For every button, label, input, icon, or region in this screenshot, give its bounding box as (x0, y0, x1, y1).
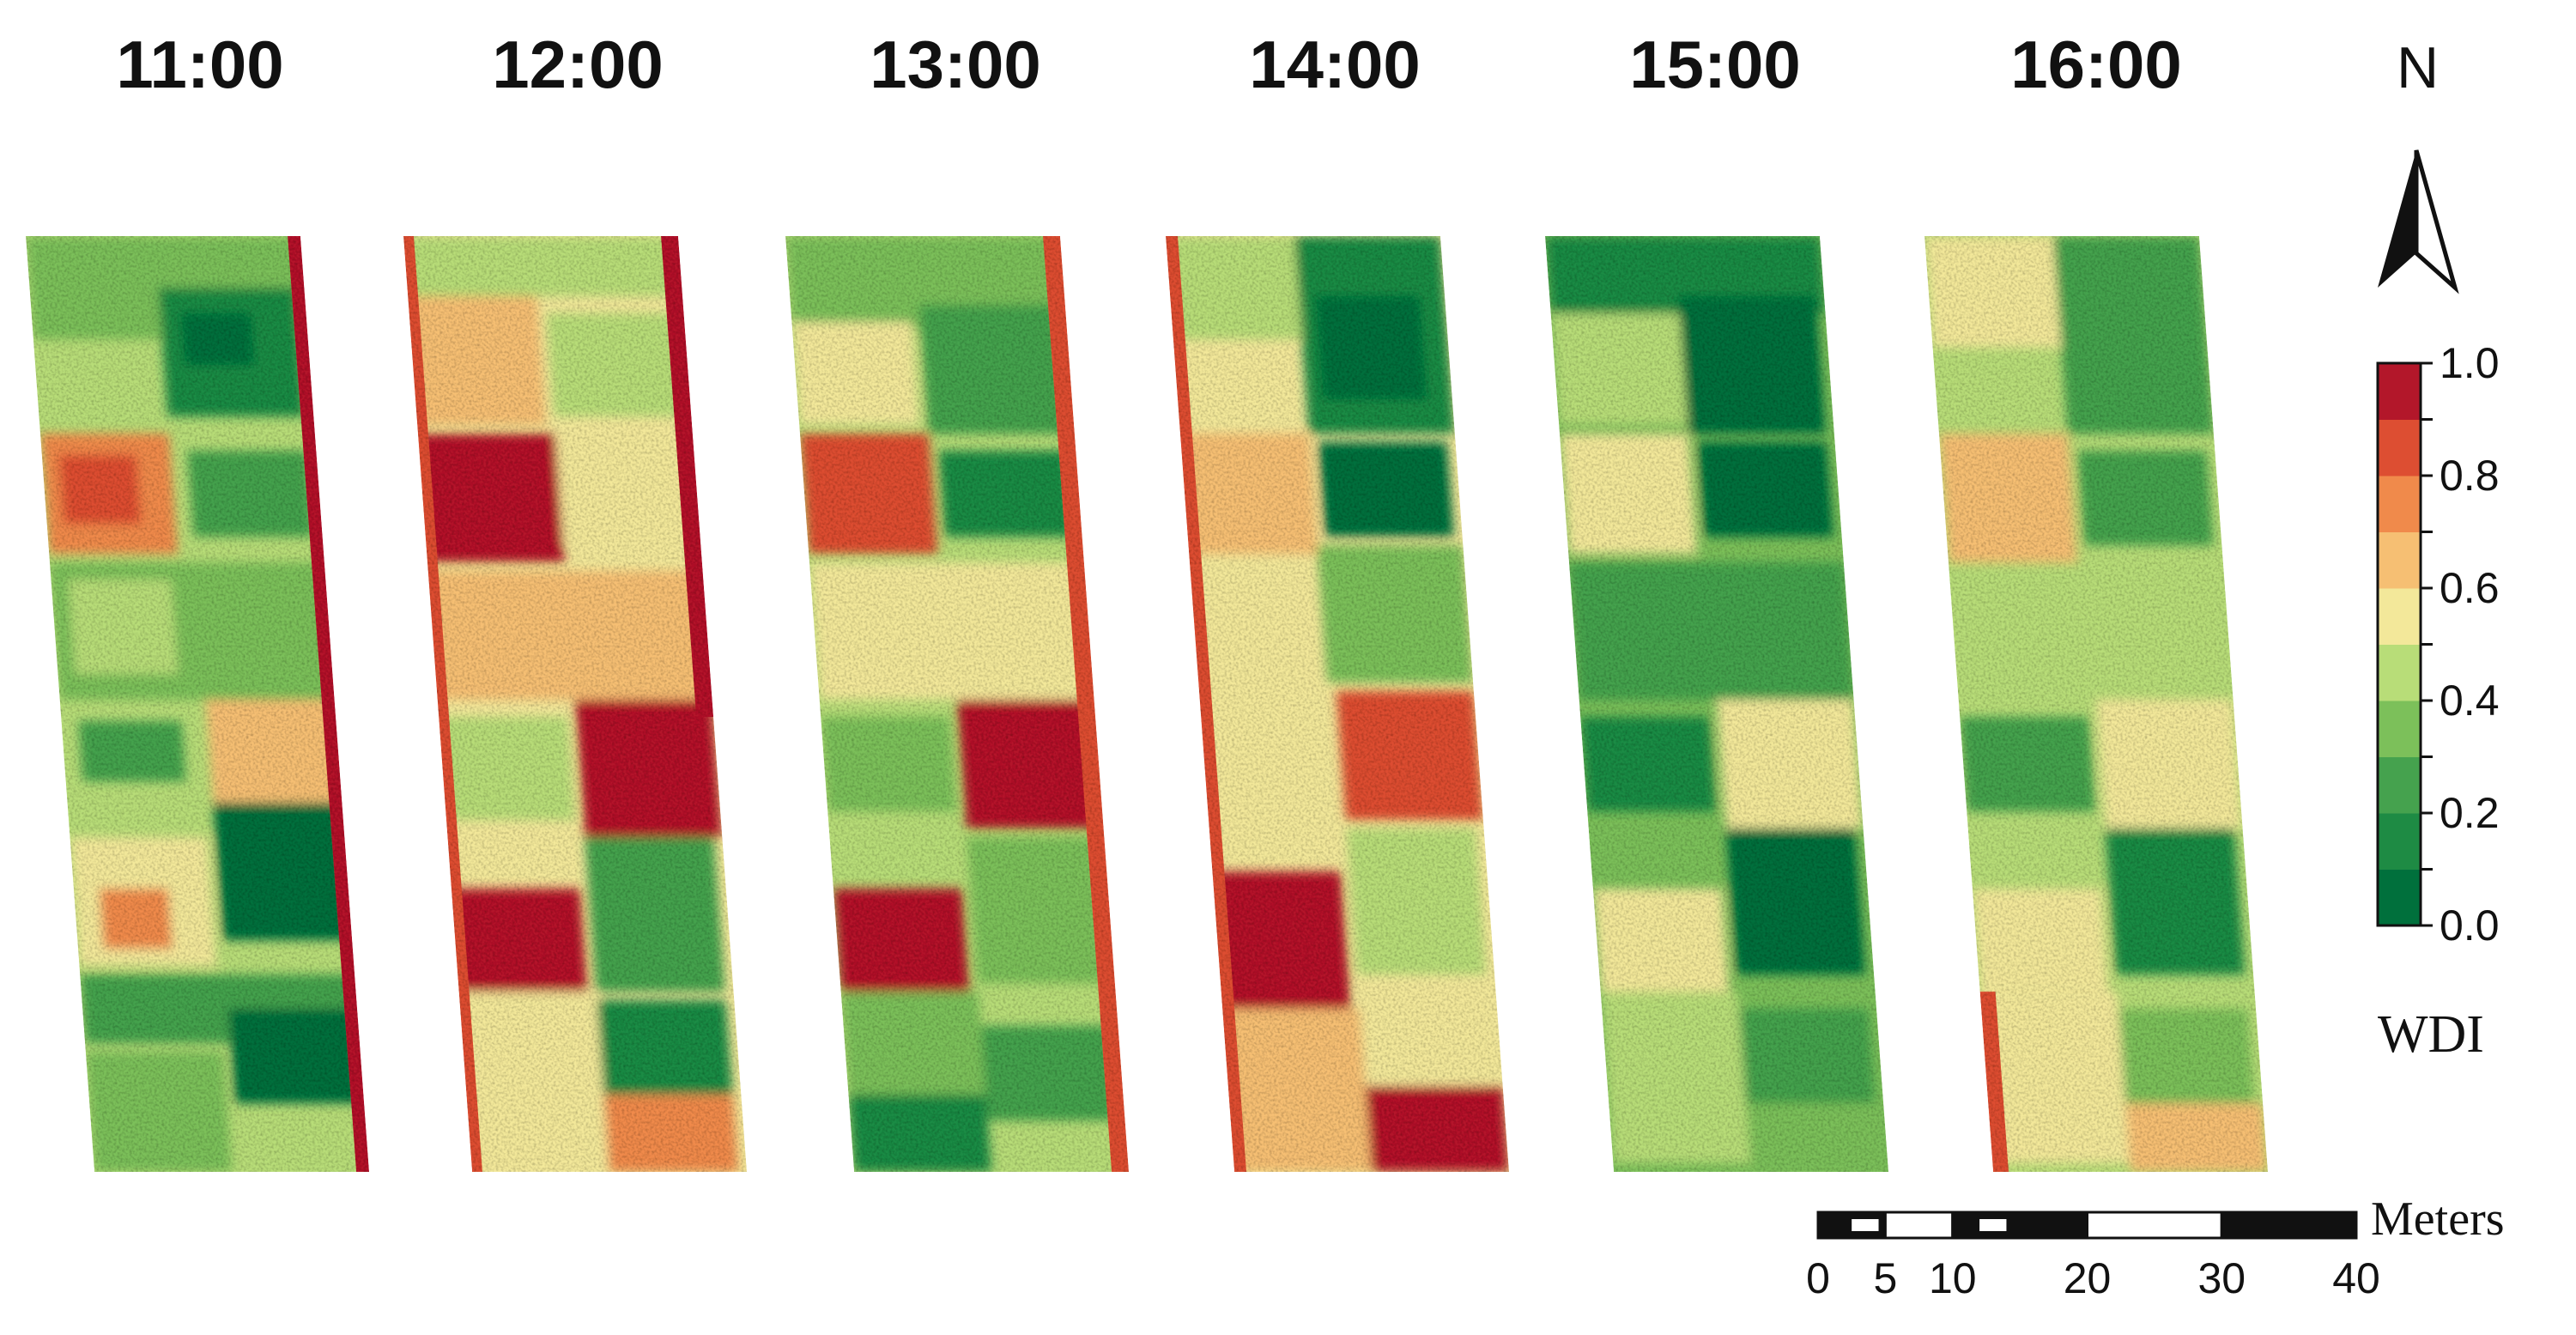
legend-tick-label: 0.2 (2440, 789, 2500, 837)
panel-title-1300: 13:00 (870, 27, 1041, 102)
legend-tick-label: 0.0 (2440, 901, 2500, 950)
map-panel-1500 (1545, 236, 1889, 1172)
scale-tick-label: 20 (2063, 1254, 2112, 1302)
legend-class-0 (2378, 869, 2421, 926)
legend-class-6 (2378, 531, 2421, 589)
legend-class-4 (2378, 644, 2421, 701)
scale-tick-label: 10 (1928, 1254, 1977, 1302)
map-panel-1200 (403, 236, 748, 1172)
scale-bar (1816, 1211, 2358, 1240)
legend-class-1 (2378, 813, 2421, 870)
scale-bar-segment (1883, 1211, 1955, 1240)
north-label: N (2397, 35, 2440, 100)
legend-tick-label: 1.0 (2440, 339, 2500, 387)
scale-tick-label: 5 (1873, 1254, 1898, 1302)
scale-bar-segment (2086, 1211, 2223, 1240)
scale-bar-subsegment (1852, 1219, 1879, 1231)
scale-unit: Meters (2371, 1192, 2505, 1246)
panel-title-1200: 12:00 (492, 27, 664, 102)
scale-bar-segment (1951, 1211, 2088, 1240)
legend-class-8 (2378, 419, 2421, 476)
legend-class-5 (2378, 588, 2421, 645)
wdi-legend-colorbar (2376, 361, 2433, 927)
legend-tick-label: 0.4 (2440, 677, 2500, 725)
panel-title-1400: 14:00 (1249, 27, 1421, 102)
legend-class-7 (2378, 476, 2421, 532)
scale-tick-label: 40 (2332, 1254, 2380, 1302)
legend-tick-label: 0.6 (2440, 564, 2500, 612)
map-panel-1100 (26, 236, 370, 1172)
map-panel-1300 (785, 236, 1130, 1172)
legend-class-2 (2378, 756, 2421, 814)
scale-tick-label: 30 (2197, 1254, 2246, 1302)
scale-bar-segment (2220, 1211, 2358, 1240)
scale-bar-subsegment (1979, 1219, 2007, 1231)
scale-tick-label: 0 (1806, 1254, 1830, 1302)
legend-tick-label: 0.8 (2440, 452, 2500, 500)
legend-class-9 (2378, 363, 2421, 420)
map-panel-1600 (1924, 236, 2269, 1172)
legend-title: WDI (2378, 1005, 2484, 1064)
panel-title-1500: 15:00 (1629, 27, 1801, 102)
north-arrow-icon (2378, 149, 2459, 294)
legend-class-3 (2378, 701, 2421, 757)
map-panel-1400 (1166, 236, 1510, 1172)
panel-title-1100: 11:00 (116, 27, 284, 102)
panel-title-1600: 16:00 (2010, 27, 2182, 102)
